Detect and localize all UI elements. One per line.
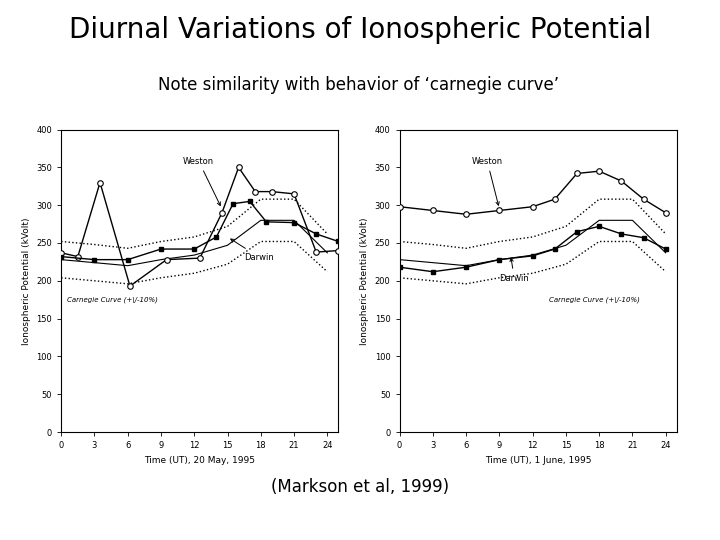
X-axis label: Time (UT), 20 May, 1995: Time (UT), 20 May, 1995: [144, 456, 256, 464]
Text: Carnegie Curve (+\/-10%): Carnegie Curve (+\/-10%): [67, 296, 158, 303]
Text: (Markson et al, 1999): (Markson et al, 1999): [271, 478, 449, 496]
Text: Note similarity with behavior of ‘carnegie curve’: Note similarity with behavior of ‘carneg…: [158, 76, 559, 93]
Text: Darwin: Darwin: [231, 239, 274, 262]
X-axis label: Time (UT), 1 June, 1995: Time (UT), 1 June, 1995: [485, 456, 591, 464]
Text: Darwin: Darwin: [500, 258, 529, 283]
Y-axis label: Ionospheric Potential (kVolt): Ionospheric Potential (kVolt): [360, 217, 369, 345]
Y-axis label: Ionospheric Potential (kVolt): Ionospheric Potential (kVolt): [22, 217, 31, 345]
Text: Diurnal Variations of Ionospheric Potential: Diurnal Variations of Ionospheric Potent…: [69, 16, 651, 44]
Text: Weston: Weston: [472, 157, 503, 205]
Text: Weston: Weston: [183, 157, 220, 206]
Text: Carnegie Curve (+\/-10%): Carnegie Curve (+\/-10%): [549, 296, 640, 303]
